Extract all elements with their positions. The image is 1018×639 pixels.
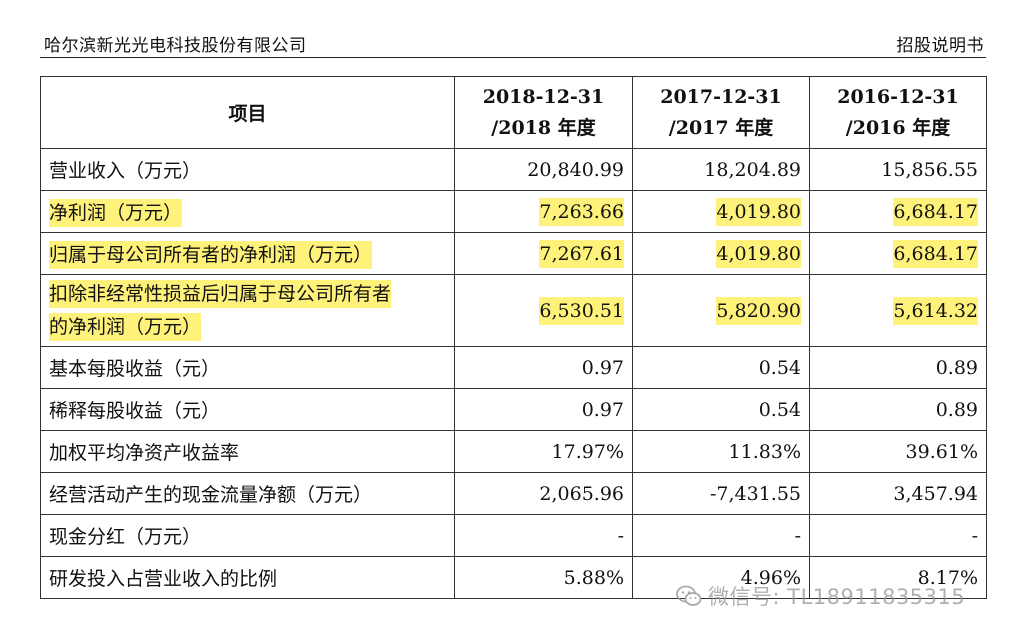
column-header-2017-period: /2017 年度	[668, 116, 774, 139]
value-2017: -7,431.55	[632, 472, 810, 515]
value-2017: 0.54	[632, 346, 810, 389]
column-header-2018: 2018-12-31 /2018 年度	[454, 76, 633, 149]
row-label: 净利润（万元）	[40, 190, 455, 233]
row-label: 加权平均净资产收益率	[40, 430, 455, 473]
value-2016: 15,856.55	[809, 148, 987, 191]
wechat-icon	[676, 585, 702, 606]
row-label: 扣除非经常性损益后归属于母公司所有者 的净利润（万元）	[40, 274, 455, 347]
table-row-highlighted: 净利润（万元） 7,263.66 4,019.80 6,684.17	[40, 190, 987, 233]
table-row-highlighted: 归属于母公司所有者的净利润（万元） 7,267.61 4,019.80 6,68…	[40, 232, 987, 275]
value-2016: 39.61%	[809, 430, 987, 473]
value-2017: 18,204.89	[632, 148, 810, 191]
highlighted-text: 7,263.66	[539, 197, 624, 226]
value-2016: 6,684.17	[809, 190, 987, 233]
column-header-2017-date: 2017-12-31	[660, 85, 782, 108]
highlighted-text: 4,019.80	[716, 239, 801, 268]
row-label: 营业收入（万元）	[40, 148, 455, 191]
value-2017: 11.83%	[632, 430, 810, 473]
watermark-text: 微信号: TL18911835315	[708, 585, 966, 609]
value-2017: 5,820.90	[632, 274, 810, 347]
table-row-highlighted: 扣除非经常性损益后归属于母公司所有者 的净利润（万元） 6,530.51 5,8…	[40, 274, 987, 347]
table-row: 经营活动产生的现金流量净额（万元） 2,065.96 -7,431.55 3,4…	[40, 472, 987, 515]
value-2016: 8.17%	[809, 556, 987, 599]
header-divider	[40, 57, 986, 58]
row-label: 稀释每股收益（元）	[40, 388, 455, 431]
highlighted-text: 6,684.17	[893, 239, 978, 268]
highlighted-text: 7,267.61	[539, 239, 624, 268]
table-row: 现金分红（万元） - - -	[40, 514, 987, 557]
highlighted-text: 净利润（万元）	[49, 199, 183, 227]
value-2018: 7,263.66	[454, 190, 633, 233]
value-2016: 0.89	[809, 346, 987, 389]
value-2017: -	[632, 514, 810, 557]
row-label: 研发投入占营业收入的比例	[40, 556, 455, 599]
value-2016: 5,614.32	[809, 274, 987, 347]
value-2016: 3,457.94	[809, 472, 987, 515]
financial-summary-table: 项目 2018-12-31 /2018 年度 2017-12-31 /2017 …	[40, 76, 987, 599]
table-row: 稀释每股收益（元） 0.97 0.54 0.89	[40, 388, 987, 431]
row-label: 基本每股收益（元）	[40, 346, 455, 389]
value-2018: 0.97	[454, 346, 633, 389]
column-header-2018-period: /2018 年度	[491, 116, 596, 139]
highlighted-text: 5,614.32	[893, 296, 978, 325]
highlighted-text: 5,820.90	[716, 296, 801, 325]
value-2018: 17.97%	[454, 430, 633, 473]
value-2018: 7,267.61	[454, 232, 633, 275]
column-header-2016-period: /2016 年度	[845, 116, 951, 139]
value-2018: 20,840.99	[454, 148, 633, 191]
value-2018: -	[454, 514, 633, 557]
table-header-row: 项目 2018-12-31 /2018 年度 2017-12-31 /2017 …	[40, 76, 987, 149]
value-2018: 0.97	[454, 388, 633, 431]
row-label: 归属于母公司所有者的净利润（万元）	[40, 232, 455, 275]
company-name: 哈尔滨新光光电科技股份有限公司	[44, 36, 307, 56]
table-row: 基本每股收益（元） 0.97 0.54 0.89	[40, 346, 987, 389]
highlighted-text: 6,684.17	[893, 197, 978, 226]
column-header-item: 项目	[40, 76, 455, 149]
watermark: 微信号: TL18911835315	[676, 581, 965, 611]
table-row: 营业收入（万元） 20,840.99 18,204.89 15,856.55	[40, 148, 987, 191]
row-label: 现金分红（万元）	[40, 514, 455, 557]
highlighted-text: 归属于母公司所有者的净利润（万元）	[49, 241, 373, 269]
column-header-2017: 2017-12-31 /2017 年度	[632, 76, 810, 149]
highlighted-text: 6,530.51	[539, 296, 624, 325]
column-header-2018-date: 2018-12-31	[482, 85, 605, 108]
document-type: 招股说明书	[896, 36, 984, 56]
value-2016: 0.89	[809, 388, 987, 431]
row-label: 经营活动产生的现金流量净额（万元）	[40, 472, 455, 515]
highlighted-text: 扣除非经常性损益后归属于母公司所有者	[49, 279, 392, 308]
table-row: 加权平均净资产收益率 17.97% 11.83% 39.61%	[40, 430, 987, 473]
value-2018: 6,530.51	[454, 274, 633, 347]
value-2016: 6,684.17	[809, 232, 987, 275]
value-2018: 5.88%	[454, 556, 633, 599]
value-2016: -	[809, 514, 987, 557]
column-header-2016-date: 2016-12-31	[837, 85, 959, 108]
highlighted-text: 的净利润（万元）	[49, 312, 202, 341]
value-2017: 4,019.80	[632, 232, 810, 275]
value-2017: 0.54	[632, 388, 810, 431]
highlighted-text: 4,019.80	[716, 197, 801, 226]
value-2018: 2,065.96	[454, 472, 633, 515]
column-header-2016: 2016-12-31 /2016 年度	[809, 76, 987, 149]
value-2017: 4,019.80	[632, 190, 810, 233]
table-row: 研发投入占营业收入的比例 5.88% 4.96% 8.17%	[40, 556, 987, 599]
